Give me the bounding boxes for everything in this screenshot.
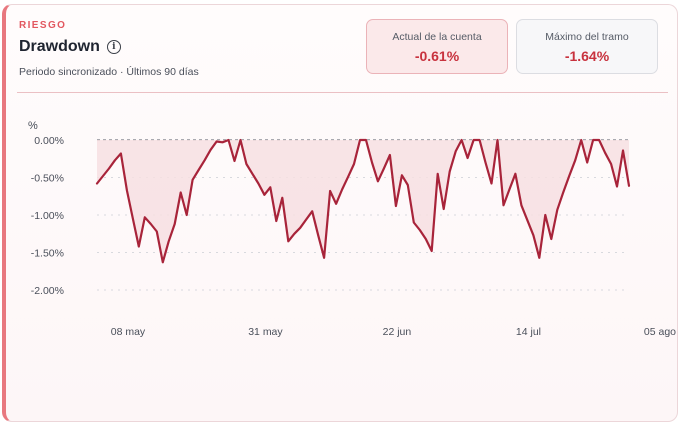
x-tick-label: 22 jun xyxy=(383,326,412,338)
card-title: Drawdown i xyxy=(19,38,121,56)
y-tick-label: -1.50% xyxy=(31,248,64,260)
info-icon[interactable]: i xyxy=(106,40,121,54)
y-tick-label: -2.00% xyxy=(31,285,64,297)
x-tick-label: 14 jul xyxy=(516,326,541,338)
drawdown-area-fill xyxy=(97,140,629,263)
y-axis-unit-label: % xyxy=(28,120,38,132)
x-tick-label: 31 may xyxy=(248,326,283,338)
current-drawdown-stat: Actual de la cuenta -0.61% xyxy=(366,19,508,74)
max-drawdown-stat: Máximo del tramo -1.64% xyxy=(516,19,658,74)
card-title-text: Drawdown xyxy=(19,38,100,55)
y-tick-label: 0.00% xyxy=(34,135,64,147)
current-drawdown-value: -0.61% xyxy=(414,48,460,64)
current-drawdown-label: Actual de la cuenta xyxy=(392,31,482,43)
section-eyebrow: RIESGO xyxy=(19,20,67,31)
x-tick-label: 08 may xyxy=(111,326,146,338)
y-tick-label: -0.50% xyxy=(31,173,64,185)
drawdown-line xyxy=(95,138,631,264)
max-drawdown-value: -1.64% xyxy=(564,48,610,64)
max-drawdown-label: Máximo del tramo xyxy=(545,31,629,43)
header-divider xyxy=(17,92,668,93)
period-subtitle: Periodo sincronizado · Últimos 90 días xyxy=(19,66,199,78)
x-tick-label: 05 ago xyxy=(644,326,676,338)
y-tick-label: -1.00% xyxy=(31,210,64,222)
